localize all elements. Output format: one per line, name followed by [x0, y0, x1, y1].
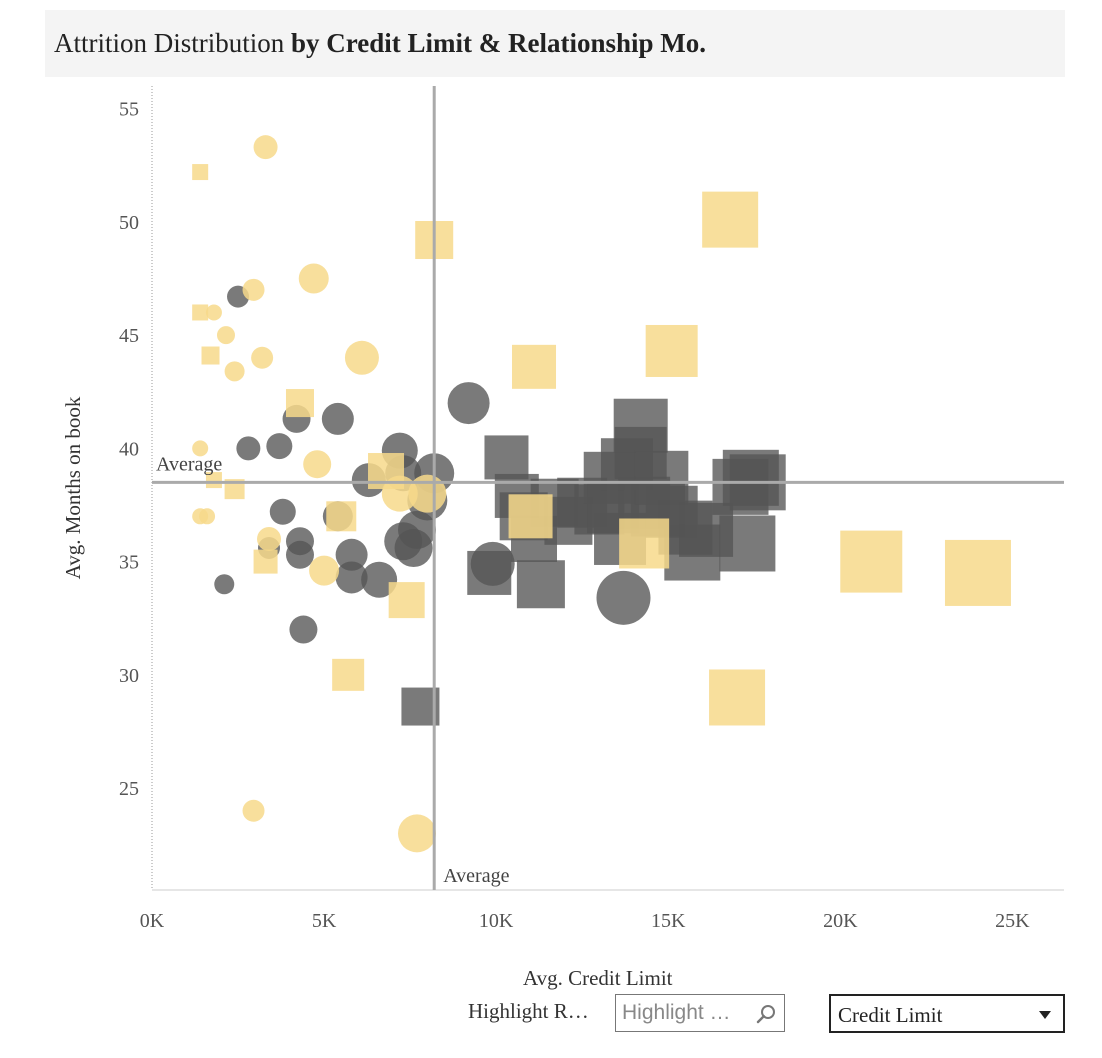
- scatter-plot[interactable]: 25 30 35 40 45 50 55 0K 5K 10K 15K 20K 25K Avg. Month…: [0, 0, 1102, 960]
- data-point: [192, 440, 209, 457]
- data-point: [201, 346, 220, 365]
- data-point: [719, 515, 776, 572]
- highlight-label: Highlight R…: [468, 999, 589, 1023]
- y-tick-label: 50: [119, 212, 139, 234]
- chart-title-plain: Attrition Distribution: [54, 28, 292, 58]
- data-point: [285, 540, 314, 569]
- y-tick-label: 35: [119, 552, 139, 574]
- data-point: [467, 550, 512, 595]
- highlight-input[interactable]: [622, 999, 750, 1027]
- data-point: [257, 526, 282, 551]
- data-point: [944, 539, 1011, 606]
- data-point: [242, 799, 265, 822]
- chevron-down-icon[interactable]: [1039, 1011, 1051, 1019]
- data-point: [205, 304, 222, 321]
- data-point: [484, 435, 529, 480]
- x-tick-label: 10K: [479, 910, 514, 932]
- x-tick-label: 20K: [823, 910, 858, 932]
- data-point: [840, 530, 903, 593]
- data-point: [251, 346, 274, 369]
- measure-dropdown[interactable]: Credit Limit: [829, 994, 1065, 1033]
- y-tick-label: 55: [119, 99, 139, 121]
- y-average-label: Average: [156, 453, 222, 475]
- data-point: [192, 164, 209, 181]
- data-point: [253, 135, 278, 160]
- y-tick-label: 30: [119, 665, 139, 687]
- title-bar: Attrition Distribution by Credit Limit &…: [45, 10, 1065, 77]
- y-axis-label: Avg. Months on book: [61, 396, 85, 579]
- data-point: [344, 340, 379, 375]
- x-tick-label: 5K: [312, 910, 337, 932]
- data-point: [216, 326, 235, 345]
- x-tick-label: 0K: [140, 910, 165, 932]
- data-point: [298, 263, 329, 294]
- data-point: [303, 450, 332, 479]
- data-point: [332, 658, 365, 691]
- data-point: [516, 560, 565, 609]
- data-point: [269, 498, 296, 525]
- data-point: [388, 582, 425, 619]
- data-point: [361, 561, 398, 598]
- data-point: [613, 398, 668, 453]
- data-point: [512, 344, 557, 389]
- reference-lines-layer: Average Average: [152, 86, 1064, 890]
- data-point: [289, 615, 318, 644]
- chart-title-bold: by Credit Limit & Relationship Mo.: [291, 28, 707, 58]
- highlight-search-box[interactable]: [615, 994, 785, 1032]
- data-point: [266, 433, 293, 460]
- data-point: [205, 472, 222, 489]
- data-point: [321, 402, 354, 435]
- x-tick-label: 15K: [651, 910, 686, 932]
- data-point: [381, 475, 418, 512]
- data-point: [224, 361, 245, 382]
- chart-title: Attrition Distribution by Credit Limit &…: [54, 28, 706, 59]
- data-point: [447, 382, 490, 425]
- x-average-label: Average: [443, 865, 509, 887]
- data-point: [199, 508, 216, 525]
- data-point: [335, 538, 368, 571]
- data-point: [645, 324, 698, 377]
- data-point: [408, 474, 447, 513]
- data-point: [596, 570, 651, 625]
- data-point: [508, 494, 553, 539]
- search-icon[interactable]: [756, 1004, 776, 1024]
- data-point: [224, 479, 245, 500]
- data-point: [214, 574, 235, 595]
- data-point: [242, 278, 265, 301]
- y-tick-label: 25: [119, 778, 139, 800]
- data-point: [285, 389, 314, 418]
- data-point: [335, 561, 368, 594]
- data-point: [397, 814, 436, 853]
- data-point: [326, 501, 357, 532]
- marks-layer: [192, 135, 1011, 853]
- axes-layer: 25 30 35 40 45 50 55 0K 5K 10K 15K 20K 25K Avg. Month…: [61, 86, 1064, 932]
- x-tick-label: 25K: [995, 910, 1030, 932]
- data-point: [709, 669, 766, 726]
- y-tick-label: 45: [119, 325, 139, 347]
- data-point: [619, 518, 670, 569]
- data-point: [192, 304, 209, 321]
- data-point: [702, 191, 759, 248]
- data-point: [236, 436, 261, 461]
- x-axis-label: Avg. Credit Limit: [523, 966, 673, 990]
- y-tick-label: 40: [119, 438, 139, 460]
- data-point: [253, 549, 278, 574]
- dropdown-value: Credit Limit: [838, 1003, 943, 1027]
- data-point: [309, 555, 340, 586]
